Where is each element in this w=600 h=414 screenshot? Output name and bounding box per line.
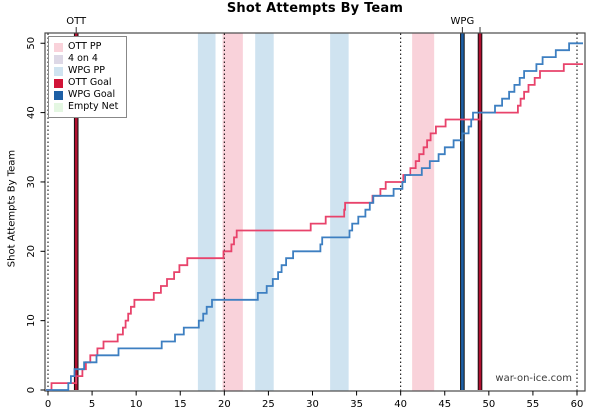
legend-swatch-four-on-four [54, 54, 63, 64]
x-tick-label: 25 [262, 399, 275, 410]
x-tick-label: 5 [89, 399, 95, 410]
chart-title: Shot Attempts By Team [226, 1, 404, 16]
legend-swatch-ott-pp [54, 42, 63, 52]
y-tick-label: 20 [26, 245, 37, 258]
legend-swatch-empty-net [54, 102, 63, 112]
pp-band-ott_pp [222, 33, 243, 391]
x-tick-label: 40 [394, 399, 407, 410]
series-line-wpg [46, 42, 583, 391]
y-tick-label: 40 [26, 106, 37, 119]
legend-item: WPG PP [54, 65, 118, 77]
legend-item: WPG Goal [54, 89, 118, 101]
legend-label: OTT PP [68, 41, 102, 52]
x-tick-label: 50 [482, 399, 495, 410]
pp-band-ott_pp [412, 33, 435, 391]
pp-band-wpg_pp [330, 33, 349, 391]
goal-label-ott: OTT [66, 16, 87, 27]
y-tick-label: 0 [26, 387, 37, 393]
legend-item: 4 on 4 [54, 53, 118, 65]
legend-swatch-wpg-goal [54, 90, 63, 100]
legend-swatch-ott-goal [54, 78, 63, 88]
y-tick-label: 10 [26, 314, 37, 327]
x-tick-label: 45 [438, 399, 451, 410]
series-line-ott [46, 63, 583, 391]
pp-band-wpg_pp [255, 33, 274, 391]
plot-border [44, 32, 586, 392]
legend-item: Empty Net [54, 101, 118, 113]
x-tick-label: 20 [218, 399, 231, 410]
x-tick-label: 15 [174, 399, 187, 410]
legend-swatch-wpg-pp [54, 66, 63, 76]
legend-label: WPG Goal [68, 89, 116, 100]
x-tick-label: 55 [527, 399, 540, 410]
watermark-text: war-on-ice.com [495, 373, 572, 384]
legend-item: OTT Goal [54, 77, 118, 89]
legend-label: 4 on 4 [68, 53, 98, 64]
legend-item: OTT PP [54, 41, 118, 53]
goal-label-wpg: WPG [451, 16, 475, 27]
y-tick-label: 30 [26, 176, 37, 189]
x-tick-label: 35 [350, 399, 363, 410]
x-tick-label: 30 [306, 399, 319, 410]
x-tick-label: 10 [130, 399, 143, 410]
pp-band-wpg_pp [197, 33, 216, 391]
x-tick-label: 0 [45, 399, 51, 410]
legend-label: Empty Net [68, 101, 119, 112]
legend-label: OTT Goal [68, 77, 112, 88]
legend: OTT PP 4 on 4 WPG PP OTT Goal WPG Goal Empty … [48, 36, 128, 118]
legend-label: WPG PP [68, 65, 105, 76]
x-tick-label: 60 [571, 399, 584, 410]
y-tick-label: 50 [26, 37, 37, 50]
